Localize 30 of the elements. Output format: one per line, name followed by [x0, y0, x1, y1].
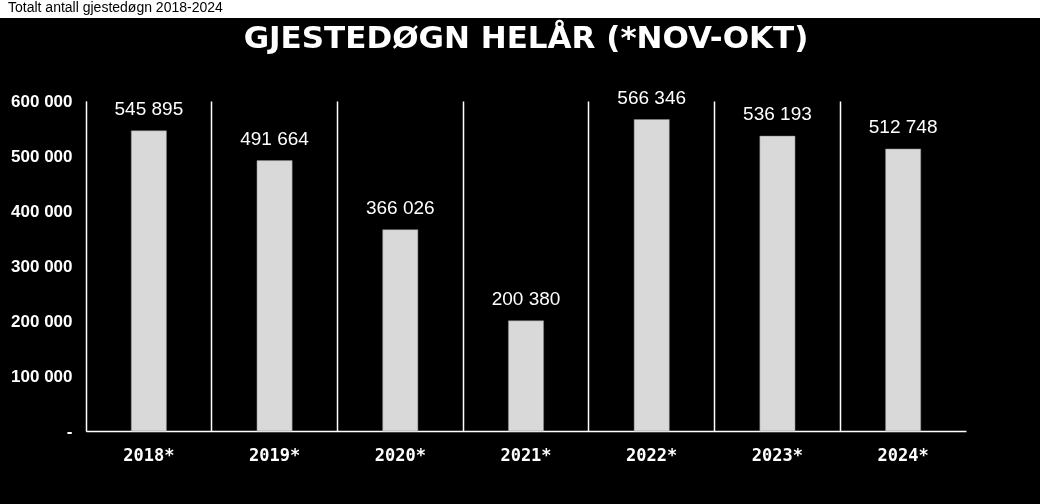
text: Totalt antall gjestedøgn 2018-2024	[7, 0, 224, 17]
y-tick-label: 400 000	[11, 201, 73, 221]
bar	[633, 119, 670, 432]
y-tick-label: 500 000	[11, 146, 73, 166]
bar	[508, 320, 544, 432]
data-label: 200 380	[491, 287, 561, 309]
data-label: 545 895	[114, 97, 184, 119]
data-label: 566 346	[617, 86, 687, 108]
data-label: 536 193	[743, 103, 812, 125]
x-tick-label: 2021*	[500, 444, 552, 465]
y-tick-label: 100 000	[11, 366, 73, 386]
x-tick-label: 2018*	[123, 444, 175, 465]
x-tick-label: 2022*	[626, 444, 678, 465]
data-label: 491 664	[240, 127, 310, 149]
chart-title: GJESTEDØGN HELÅR (*NOV-OKT)	[243, 18, 809, 55]
bar	[885, 148, 921, 432]
bar	[131, 130, 167, 432]
x-tick-label: 2024*	[877, 444, 929, 465]
bar	[256, 160, 293, 432]
y-tick-label: 600 000	[11, 91, 73, 111]
x-tick-label: 2023*	[751, 444, 804, 465]
data-label: 366 026	[365, 196, 435, 218]
x-tick-label: 2020*	[374, 444, 426, 465]
y-tick-label: 200 000	[11, 311, 73, 331]
bar	[759, 135, 796, 432]
y-tick-label: 300 000	[11, 256, 73, 276]
data-label: 512 748	[868, 115, 938, 137]
y-tick-label: -	[66, 421, 73, 441]
bar	[382, 229, 419, 432]
x-tick-label: 2019*	[248, 444, 301, 465]
